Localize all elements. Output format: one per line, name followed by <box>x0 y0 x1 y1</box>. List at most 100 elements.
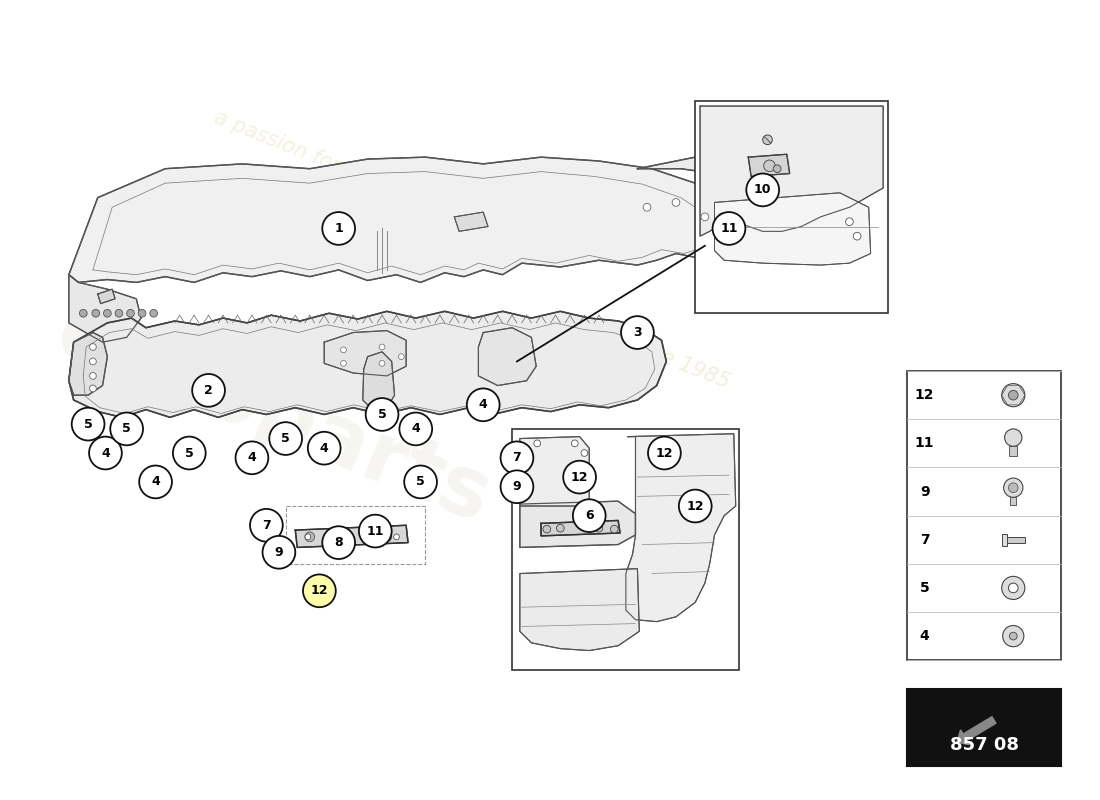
Circle shape <box>79 310 87 317</box>
Text: 4: 4 <box>151 475 160 489</box>
Text: 9: 9 <box>920 485 929 498</box>
Circle shape <box>1004 429 1022 446</box>
Polygon shape <box>454 212 488 231</box>
Circle shape <box>379 344 385 350</box>
Text: 12: 12 <box>310 584 328 598</box>
Text: 5: 5 <box>122 422 131 435</box>
Circle shape <box>500 442 534 474</box>
Circle shape <box>730 221 738 229</box>
Circle shape <box>399 413 432 446</box>
Text: 12: 12 <box>686 499 704 513</box>
Text: 6: 6 <box>585 509 594 522</box>
Circle shape <box>365 398 398 431</box>
Text: 5: 5 <box>185 446 194 459</box>
Circle shape <box>773 165 781 173</box>
Circle shape <box>110 413 143 446</box>
Text: 5: 5 <box>282 432 290 445</box>
Circle shape <box>263 536 295 569</box>
Circle shape <box>89 373 97 379</box>
Circle shape <box>571 440 579 446</box>
Circle shape <box>1002 576 1025 599</box>
Circle shape <box>394 534 399 540</box>
Circle shape <box>92 310 100 317</box>
Circle shape <box>126 310 134 317</box>
Text: 11: 11 <box>720 222 738 235</box>
Text: 12: 12 <box>656 446 673 459</box>
Bar <box>1011 498 1016 505</box>
Text: 7: 7 <box>920 533 929 546</box>
Polygon shape <box>520 501 636 547</box>
Circle shape <box>322 526 355 559</box>
Polygon shape <box>69 274 141 342</box>
Circle shape <box>308 432 341 465</box>
Text: 5: 5 <box>377 408 386 421</box>
Circle shape <box>644 203 651 211</box>
Text: 3: 3 <box>634 326 641 339</box>
Polygon shape <box>637 157 772 236</box>
Circle shape <box>648 437 681 470</box>
Circle shape <box>672 198 680 206</box>
Circle shape <box>343 532 353 542</box>
Circle shape <box>398 354 404 359</box>
Text: since 1985: since 1985 <box>619 331 733 392</box>
Circle shape <box>466 389 499 422</box>
Circle shape <box>713 212 746 245</box>
Circle shape <box>173 437 206 470</box>
Circle shape <box>679 490 712 522</box>
Polygon shape <box>478 328 536 386</box>
Bar <box>1010 446 1018 456</box>
Circle shape <box>846 218 854 226</box>
Circle shape <box>1009 483 1019 493</box>
Polygon shape <box>295 526 408 547</box>
Circle shape <box>854 232 861 240</box>
Circle shape <box>1003 478 1023 498</box>
Circle shape <box>621 316 653 349</box>
Polygon shape <box>69 333 108 395</box>
Polygon shape <box>324 330 406 376</box>
Text: 5: 5 <box>84 418 92 430</box>
Circle shape <box>363 532 373 542</box>
Text: europarts: europarts <box>44 291 502 539</box>
Circle shape <box>500 470 534 503</box>
Text: a passion for parts: a passion for parts <box>211 107 399 199</box>
Text: 10: 10 <box>754 183 771 197</box>
Circle shape <box>139 310 146 317</box>
Circle shape <box>341 361 346 366</box>
Circle shape <box>762 135 772 145</box>
Bar <box>513 429 738 670</box>
Text: 12: 12 <box>915 388 934 402</box>
Bar <box>1002 534 1008 546</box>
Circle shape <box>235 442 268 474</box>
Circle shape <box>324 532 333 542</box>
Circle shape <box>718 213 726 221</box>
Text: 2: 2 <box>205 384 213 397</box>
Circle shape <box>563 461 596 494</box>
Text: 4: 4 <box>248 451 256 464</box>
Circle shape <box>150 310 157 317</box>
Circle shape <box>543 526 551 533</box>
Circle shape <box>1003 626 1024 646</box>
Bar <box>695 102 888 314</box>
Polygon shape <box>715 193 870 265</box>
Circle shape <box>89 437 122 470</box>
Circle shape <box>534 440 540 446</box>
Polygon shape <box>69 157 734 282</box>
Circle shape <box>359 514 392 547</box>
Text: 4: 4 <box>920 629 929 643</box>
Circle shape <box>192 374 224 406</box>
Circle shape <box>524 446 530 454</box>
Circle shape <box>305 534 310 540</box>
Circle shape <box>140 466 172 498</box>
Circle shape <box>379 361 385 366</box>
Text: 4: 4 <box>320 442 329 454</box>
Circle shape <box>1009 390 1019 400</box>
Polygon shape <box>520 437 590 506</box>
Text: 4: 4 <box>101 446 110 459</box>
Circle shape <box>103 310 111 317</box>
Text: 5: 5 <box>920 581 929 595</box>
Text: 11: 11 <box>366 525 384 538</box>
Circle shape <box>89 358 97 365</box>
Circle shape <box>730 221 738 229</box>
Circle shape <box>595 524 603 532</box>
Circle shape <box>89 385 97 392</box>
